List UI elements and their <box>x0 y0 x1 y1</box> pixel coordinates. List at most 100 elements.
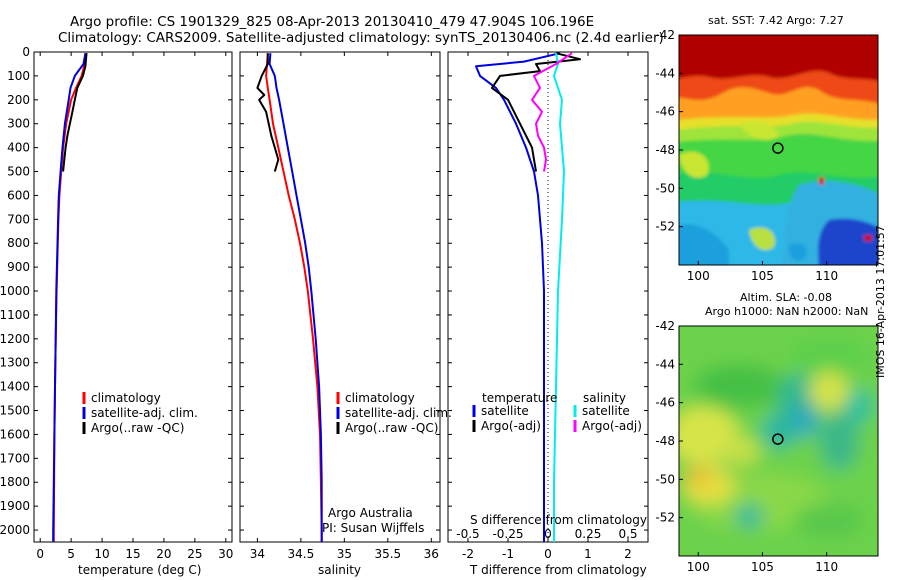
sla-field <box>679 326 878 556</box>
legend-label-argo: Argo(..raw -QC) <box>345 421 438 435</box>
legend-label-argo: Argo(..raw -QC) <box>91 421 184 435</box>
difference-profiles <box>475 52 581 542</box>
map-x-tick-label: 110 <box>815 560 838 574</box>
temperature-legend: climatology satellite-adj. clim. Argo(..… <box>82 391 198 435</box>
depth-tick-label: 800 <box>7 236 30 250</box>
map-y-tick-label: -46 <box>655 396 675 410</box>
series-line-argo-raw-qc <box>256 53 280 172</box>
map-x-tick-label: 105 <box>751 560 774 574</box>
sst-field <box>679 35 878 265</box>
x-tick-label: 0 <box>544 547 552 561</box>
map-y-tick-label: -48 <box>655 143 675 157</box>
difference-top-label: S difference from climatology <box>470 513 647 527</box>
depth-tick-label: 400 <box>7 141 30 155</box>
series-line-satellite-adj-clim <box>268 53 323 542</box>
map-y-tick-label: -52 <box>655 220 675 234</box>
annotation-argo-australia: Argo Australia <box>328 506 413 520</box>
x-tick-label: 0 <box>36 547 44 561</box>
depth-tick-label: 600 <box>7 188 30 202</box>
series-line-satellite-adj-clim <box>52 53 87 542</box>
depth-tick-label: 500 <box>7 165 30 179</box>
s-diff-tick-label: 0 <box>544 527 552 541</box>
salinity-difference-tick-labels: -0.5 -0.25 0 0.25 0.5 <box>456 527 637 541</box>
series-line-salinity-argo-adj <box>531 52 573 172</box>
depth-tick-label: 0 <box>22 45 30 59</box>
series-line-salinity-satellite <box>553 53 565 542</box>
salinity-profiles <box>256 53 323 542</box>
x-tick-label: 25 <box>187 547 202 561</box>
x-tick-label: 34 <box>250 547 265 561</box>
legend-label-satellite: satellite-adj. clim. <box>91 406 198 420</box>
map-y-tick-label: -42 <box>655 319 675 333</box>
difference-xlabel: T difference from climatology <box>469 563 647 577</box>
depth-tick-label: 1000 <box>0 284 30 298</box>
depth-tick-label: 2000 <box>0 523 30 537</box>
depth-tick-label: 1800 <box>0 475 30 489</box>
depth-tick-label: 300 <box>7 117 30 131</box>
legend-title-salinity: salinity <box>583 391 626 405</box>
difference-legend: temperature satellite Argo(-adj) salinit… <box>472 391 642 433</box>
map-y-tick-label: -42 <box>655 28 675 42</box>
temperature-profiles <box>52 53 88 542</box>
s-diff-tick-label: 0.25 <box>575 527 602 541</box>
argo-position-marker <box>772 142 784 154</box>
depth-tick-label: 1500 <box>0 404 30 418</box>
header-line-2: Climatology: CARS2009. Satellite-adjuste… <box>58 30 664 46</box>
legend-label-salinity-satellite: satellite <box>582 404 630 418</box>
map-x-tick-label: 105 <box>751 269 774 283</box>
map-y-tick-label: -46 <box>655 105 675 119</box>
sla-map-title-line-1: Altim. SLA: -0.08 <box>740 291 832 304</box>
legend-label-climatology: climatology <box>345 391 415 405</box>
x-tick-label: -2 <box>462 547 474 561</box>
map-y-tick-label: -50 <box>655 181 675 195</box>
map-y-tick-label: -44 <box>655 66 675 80</box>
x-tick-label: 2 <box>624 547 632 561</box>
map-x-tick-label: 110 <box>815 269 838 283</box>
x-tick-label: 30 <box>218 547 233 561</box>
x-tick-label: 35.5 <box>374 547 401 561</box>
sla-map-axes: 100 105 110 -42 -44 -46 -48 -50 -52 <box>655 319 838 574</box>
depth-tick-label: 200 <box>7 93 30 107</box>
series-line-climatology <box>265 53 323 542</box>
salinity-legend: climatology satellite-adj. clim. Argo(..… <box>336 391 452 435</box>
series-line-argo-raw-qc <box>62 53 88 172</box>
annotation-pi: PI: Susan Wijffels <box>322 521 424 535</box>
depth-tick-label: 1400 <box>0 380 30 394</box>
s-diff-tick-label: -0.5 <box>456 527 479 541</box>
sst-map <box>679 35 878 265</box>
x-tick-label: 34.5 <box>288 547 315 561</box>
legend-title-temperature: temperature <box>482 391 557 405</box>
depth-tick-label: 1300 <box>0 356 30 370</box>
sla-map <box>679 326 878 556</box>
map-y-tick-label: -50 <box>655 472 675 486</box>
header-line-1: Argo profile: CS 1901329_825 08-Apr-2013… <box>70 14 594 30</box>
depth-axis: 0 100 200 300 400 500 600 700 800 900 1000 1100 1200… <box>0 45 648 537</box>
depth-tick-label: 1900 <box>0 499 30 513</box>
x-tick-label: 5 <box>67 547 75 561</box>
legend-label-temperature-argo: Argo(-adj) <box>481 419 541 433</box>
series-line-temperature-argo-adj <box>491 52 581 172</box>
s-diff-tick-label: 0.5 <box>618 527 637 541</box>
side-timestamp-label: IMOS 16-Apr-2013 17:01:57 <box>874 225 887 378</box>
temperature-plot-frame <box>33 51 233 543</box>
legend-label-salinity-argo: Argo(-adj) <box>582 419 642 433</box>
map-y-tick-label: -48 <box>655 434 675 448</box>
depth-tick-label: 100 <box>7 69 30 83</box>
sla-map-title-line-2: Argo h1000: NaN h2000: NaN <box>705 305 868 318</box>
sst-map-axes: 100 105 110 -42 -44 -46 -48 -50 -52 <box>655 28 838 283</box>
series-line-temperature-satellite <box>475 52 561 542</box>
x-tick-label: 35 <box>337 547 352 561</box>
legend-label-temperature-satellite: satellite <box>481 404 529 418</box>
depth-tick-label: 1100 <box>0 308 30 322</box>
x-tick-label: 10 <box>94 547 109 561</box>
argo-position-marker <box>772 433 784 445</box>
temperature-xlabel: temperature (deg C) <box>78 563 201 577</box>
legend-label-satellite: satellite-adj. clim. <box>345 406 452 420</box>
temperature-x-axis: 0 5 10 15 20 25 30 <box>36 52 233 561</box>
map-x-tick-label: 100 <box>687 560 710 574</box>
map-x-tick-label: 100 <box>687 269 710 283</box>
depth-tick-label: 900 <box>7 260 30 274</box>
difference-x-axis: -2 -1 0 1 2 <box>462 52 632 561</box>
depth-tick-label: 1600 <box>0 427 30 441</box>
